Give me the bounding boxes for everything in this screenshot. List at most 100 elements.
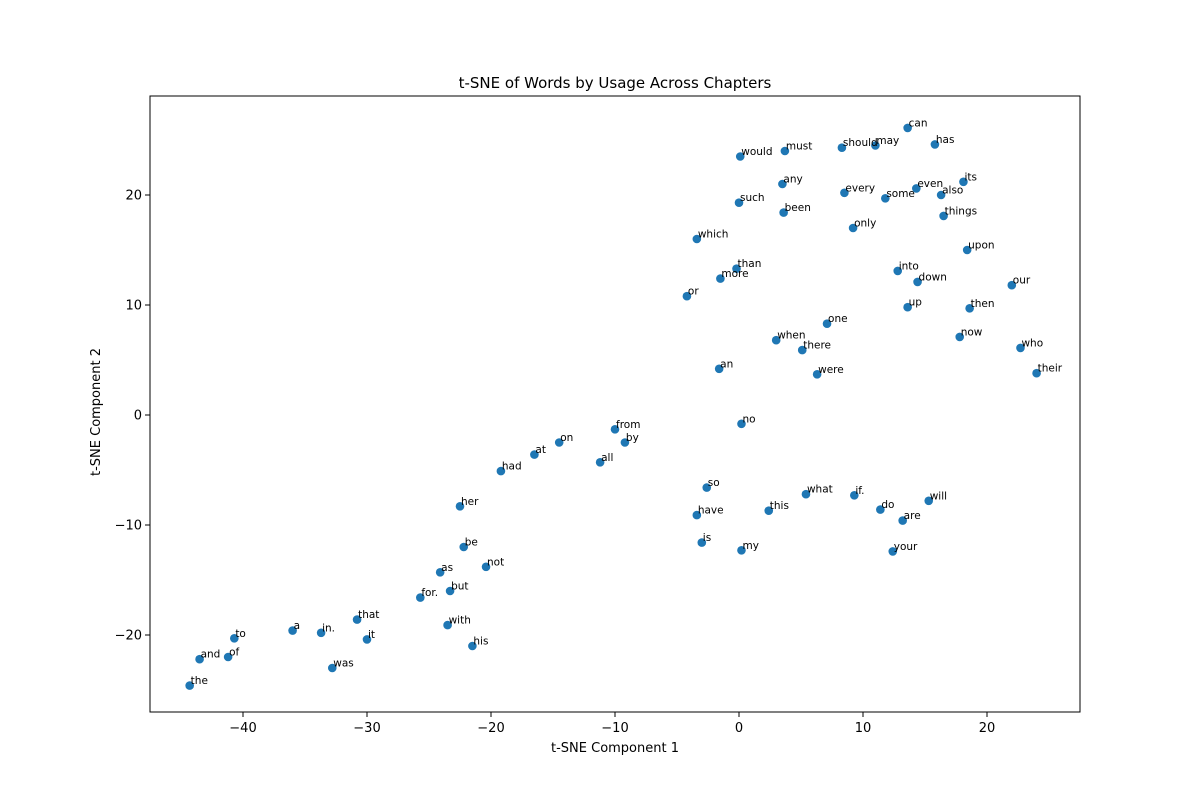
point-label: which [698, 229, 729, 241]
point-label: that [358, 609, 379, 621]
data-point [939, 211, 948, 221]
data-point [959, 177, 968, 187]
data-point [481, 562, 491, 572]
point-label: must [786, 141, 812, 153]
point-label: was [333, 658, 354, 670]
point-label: so [708, 477, 720, 489]
y-tick-label: −20 [115, 629, 142, 644]
data-point [362, 635, 372, 644]
point-label: what [807, 484, 833, 496]
data-point [822, 319, 832, 329]
data-point [716, 274, 725, 283]
data-point [801, 489, 811, 499]
data-point [778, 179, 787, 189]
data-point [416, 593, 425, 602]
data-point [898, 516, 907, 525]
data-point [840, 188, 849, 198]
data-point [223, 652, 233, 662]
point-label: are [904, 510, 921, 522]
data-point [620, 438, 630, 447]
data-point [468, 641, 477, 651]
data-point [459, 542, 469, 552]
point-label: than [738, 258, 762, 270]
data-point [185, 681, 194, 690]
data-points [185, 123, 1041, 690]
point-label: on [560, 432, 573, 444]
x-tick-label: −10 [601, 721, 628, 736]
point-label: the [191, 675, 208, 687]
point-label: upon [968, 240, 994, 252]
point-label: also [942, 185, 963, 197]
data-point [455, 502, 465, 511]
point-label: it [368, 629, 375, 641]
point-label: up [909, 297, 923, 309]
y-axis-ticks: −20 −10 0 10 20 [115, 189, 150, 644]
point-label: is [703, 532, 711, 544]
x-axis-ticks: −40 −30 −20 −10 0 10 20 [229, 712, 995, 736]
point-label: by [626, 432, 639, 444]
point-label: then [971, 298, 995, 310]
data-point [764, 506, 774, 515]
x-tick-label: 10 [855, 721, 872, 736]
chart-title: t-SNE of Words by Usage Across Chapters [459, 74, 772, 92]
point-label: any [783, 174, 802, 186]
point-label: its [964, 171, 977, 183]
point-label: as [441, 562, 453, 574]
point-label: who [1021, 337, 1043, 349]
y-tick-label: 10 [125, 299, 142, 314]
point-label: one [828, 313, 848, 325]
data-point [1007, 280, 1017, 290]
point-label: his [473, 636, 488, 648]
data-point [735, 152, 745, 161]
point-label: an [720, 358, 733, 370]
point-label: can [909, 117, 928, 129]
point-label: only [854, 218, 876, 230]
data-point [779, 208, 788, 217]
x-tick-label: 0 [735, 721, 743, 736]
data-point [352, 615, 362, 624]
data-point [443, 620, 452, 630]
data-point [692, 234, 702, 244]
data-point [812, 370, 822, 379]
data-point [912, 184, 921, 193]
point-label: may [876, 135, 899, 147]
point-label: in. [322, 622, 335, 634]
x-tick-label: −40 [229, 721, 256, 736]
data-point [702, 483, 712, 492]
data-point [837, 143, 847, 152]
point-label: from [616, 419, 640, 431]
point-label: into [899, 260, 919, 272]
point-label: our [1013, 275, 1031, 287]
data-point [682, 291, 692, 301]
point-label: if. [855, 485, 864, 497]
point-label: at [535, 444, 546, 456]
point-label: not [487, 556, 504, 568]
data-point [496, 466, 506, 476]
point-label: of [229, 647, 239, 659]
point-label: their [1038, 363, 1063, 375]
point-label: with [449, 615, 471, 627]
point-label: my [742, 540, 758, 552]
point-label: for. [421, 587, 438, 599]
point-label: and [201, 649, 221, 661]
data-point [697, 538, 707, 547]
data-point [903, 302, 912, 312]
data-point [893, 266, 903, 276]
data-point [530, 450, 539, 459]
point-label: should [843, 137, 878, 149]
plot-area-frame [149, 95, 1081, 713]
data-point [1016, 343, 1025, 353]
point-label: been [785, 202, 811, 214]
point-label: things [945, 205, 977, 217]
point-label: more [721, 268, 748, 280]
data-point [554, 438, 564, 447]
point-label: some [886, 188, 915, 200]
y-tick-label: 20 [125, 189, 142, 204]
point-label: there [803, 340, 831, 352]
point-label: all [601, 452, 613, 464]
x-axis-label: t-SNE Component 1 [551, 741, 679, 756]
point-label: have [698, 505, 724, 517]
point-label: such [740, 192, 765, 204]
data-point [288, 626, 297, 635]
point-label: a [294, 620, 300, 632]
